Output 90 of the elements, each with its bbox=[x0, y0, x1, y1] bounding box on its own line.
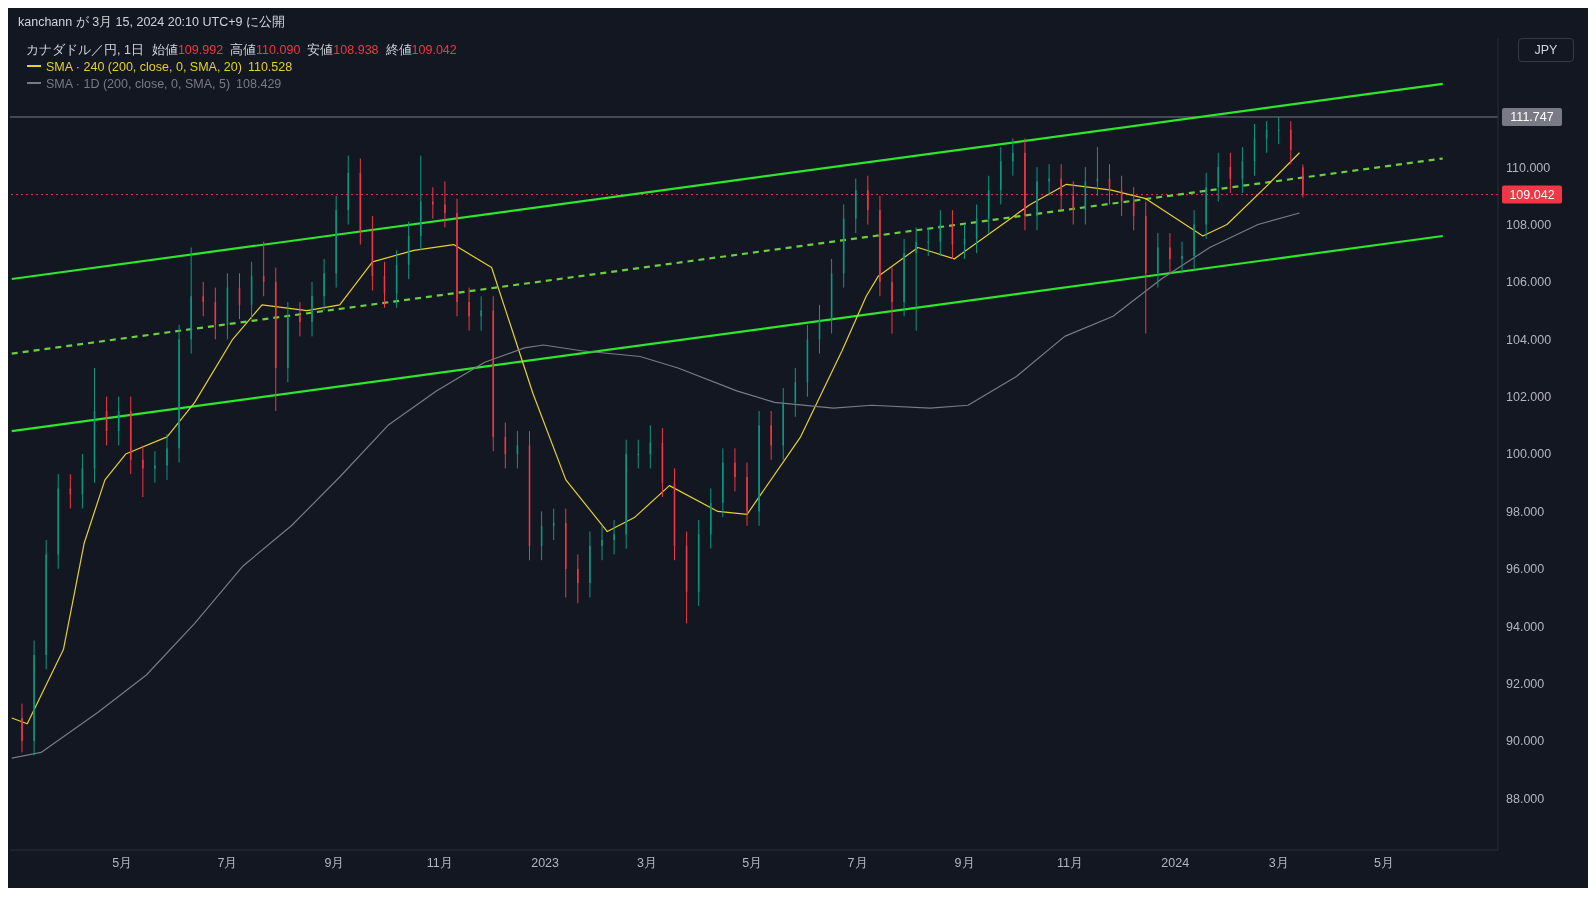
candlestick bbox=[758, 410, 760, 527]
candlestick bbox=[1012, 137, 1014, 177]
candlestick bbox=[166, 433, 168, 481]
y-tick-label: 90.000 bbox=[1506, 734, 1545, 749]
candlestick bbox=[468, 287, 470, 332]
y-tick-label: 104.000 bbox=[1506, 332, 1552, 347]
ref-line-label: 111.747 bbox=[1510, 110, 1554, 125]
chart-title: カナダドル／円, 1日 bbox=[26, 43, 144, 57]
candlestick bbox=[311, 281, 313, 337]
candlestick bbox=[637, 439, 640, 469]
annotation: 110.528 bbox=[247, 60, 293, 74]
y-tick-label: 106.000 bbox=[1506, 275, 1552, 290]
x-tick-label: 5月 bbox=[112, 855, 133, 870]
candlestick bbox=[419, 155, 422, 251]
x-tick-label: 2023 bbox=[531, 855, 560, 870]
candlestick bbox=[564, 508, 567, 599]
candlestick bbox=[746, 462, 748, 527]
candlestick bbox=[999, 146, 1002, 205]
y-tick-label: 94.000 bbox=[1506, 619, 1545, 634]
x-tick-label: 5月 bbox=[742, 855, 763, 870]
x-tick-label: 5月 bbox=[1374, 855, 1395, 870]
candlestick bbox=[625, 439, 627, 550]
candlestick bbox=[722, 447, 724, 518]
candlestick bbox=[1157, 232, 1159, 289]
candlestick bbox=[1144, 201, 1147, 335]
candlestick bbox=[142, 444, 144, 498]
annotation: 始値109.992 bbox=[151, 43, 224, 57]
x-tick-label: 9月 bbox=[954, 855, 975, 870]
y-tick-label: 108.000 bbox=[1506, 217, 1552, 232]
candlestick bbox=[480, 295, 482, 332]
annotation: 終値109.042 bbox=[385, 43, 457, 57]
candlestick bbox=[891, 267, 893, 335]
candlestick bbox=[589, 531, 591, 599]
candlestick bbox=[1205, 172, 1207, 240]
chart-subtitle: kanchann が 3月 15, 2024 20:10 UTC+9 に公開 bbox=[18, 14, 285, 31]
legend-label: SMA · 240 (200, close, 0, SMA, 20) bbox=[46, 60, 242, 74]
candlestick bbox=[190, 246, 192, 355]
annotation: 高値110.090 bbox=[230, 43, 301, 57]
candlestick bbox=[1169, 232, 1171, 274]
candlestick bbox=[57, 473, 60, 570]
candlestick bbox=[854, 178, 857, 234]
y-tick-label: 96.000 bbox=[1506, 562, 1545, 577]
candlestick bbox=[1048, 163, 1050, 197]
y-tick-label: 100.000 bbox=[1506, 447, 1552, 462]
x-tick-label: 3月 bbox=[637, 855, 657, 870]
candlestick bbox=[770, 410, 772, 461]
candlestick bbox=[323, 258, 325, 312]
candlestick bbox=[1217, 152, 1220, 203]
y-tick-label: 102.000 bbox=[1506, 390, 1552, 405]
candlestick bbox=[21, 703, 23, 753]
candlestick bbox=[613, 519, 615, 555]
x-tick-label: 2024 bbox=[1161, 855, 1190, 870]
legend-label: SMA · 1D (200, close, 0, SMA, 5) bbox=[46, 77, 231, 91]
candlestick bbox=[1036, 166, 1038, 231]
y-tick-label: 98.000 bbox=[1506, 504, 1545, 519]
candlestick bbox=[45, 539, 47, 670]
line-series bbox=[11, 212, 1301, 759]
candlestick bbox=[299, 301, 301, 337]
candlestick bbox=[202, 281, 205, 317]
x-tick-label: 3月 bbox=[1268, 855, 1289, 870]
candlestick bbox=[709, 487, 712, 550]
candlestick bbox=[601, 525, 603, 561]
annotation: 108.429 bbox=[236, 77, 282, 91]
candlestick bbox=[903, 238, 905, 317]
candlestick bbox=[1289, 120, 1292, 165]
candlestick bbox=[577, 553, 579, 604]
x-tick-label: 7月 bbox=[217, 855, 238, 870]
ref-line-label: 109.042 bbox=[1509, 188, 1555, 203]
candlestick bbox=[879, 195, 881, 297]
candlestick bbox=[335, 195, 337, 289]
annotation: 安値108.938 bbox=[307, 43, 379, 57]
candlestick bbox=[734, 447, 736, 492]
x-tick-label: 7月 bbox=[847, 855, 868, 870]
candlestick bbox=[456, 198, 458, 317]
text: JPY bbox=[1518, 38, 1574, 62]
y-tick-label: 88.000 bbox=[1506, 791, 1545, 806]
candlestick bbox=[915, 226, 917, 332]
x-tick-label: 11月 bbox=[1056, 855, 1083, 870]
x-tick-label: 11月 bbox=[426, 855, 453, 870]
y-tick-label: 110.000 bbox=[1506, 160, 1551, 175]
candlestick bbox=[287, 301, 289, 383]
line-series bbox=[11, 152, 1301, 725]
candlestick bbox=[1181, 241, 1183, 274]
candlestick bbox=[178, 324, 180, 464]
candlestick bbox=[1193, 209, 1195, 271]
candlestick bbox=[33, 640, 35, 756]
x-tick-label: 9月 bbox=[324, 855, 345, 870]
candlestick bbox=[154, 450, 156, 484]
y-tick-label: 92.000 bbox=[1506, 677, 1545, 692]
candlestick bbox=[927, 226, 930, 257]
